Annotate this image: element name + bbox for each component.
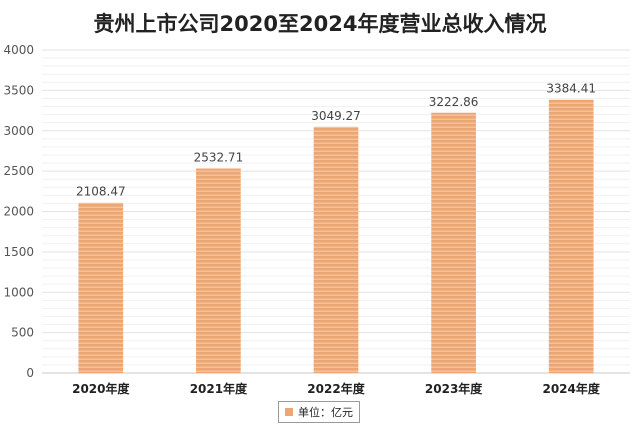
x-tick-label: 2024年度: [542, 381, 600, 396]
y-tick-label: 3000: [3, 124, 34, 138]
bar: [431, 112, 476, 373]
x-tick-label: 2023年度: [425, 381, 483, 396]
bar: [548, 99, 594, 373]
data-label: 3222.86: [429, 95, 479, 109]
y-tick-label: 2000: [3, 205, 34, 219]
bar: [78, 202, 124, 373]
x-tick-label: 2021年度: [190, 381, 248, 396]
data-label: 3049.27: [311, 109, 361, 123]
data-label: 2108.47: [76, 185, 126, 199]
y-tick-label: 3500: [3, 83, 34, 97]
data-label: 2532.71: [194, 150, 244, 164]
y-tick-label: 0: [26, 366, 34, 380]
bar: [313, 126, 359, 373]
legend-swatch: [285, 408, 293, 416]
legend: 单位：亿元: [278, 401, 360, 423]
legend-label: 单位：亿元: [298, 406, 353, 419]
y-tick-label: 1000: [3, 285, 34, 299]
x-tick-label: 2022年度: [307, 381, 365, 396]
y-tick-label: 2500: [3, 164, 34, 178]
x-tick-label: 2020年度: [72, 381, 130, 396]
data-label: 3384.41: [546, 82, 596, 96]
bar: [196, 168, 241, 373]
y-tick-label: 1500: [3, 245, 34, 259]
y-tick-label: 500: [11, 326, 34, 340]
chart-title: 贵州上市公司2020至2024年度营业总收入情况: [93, 12, 547, 36]
y-tick-label: 4000: [3, 43, 34, 57]
